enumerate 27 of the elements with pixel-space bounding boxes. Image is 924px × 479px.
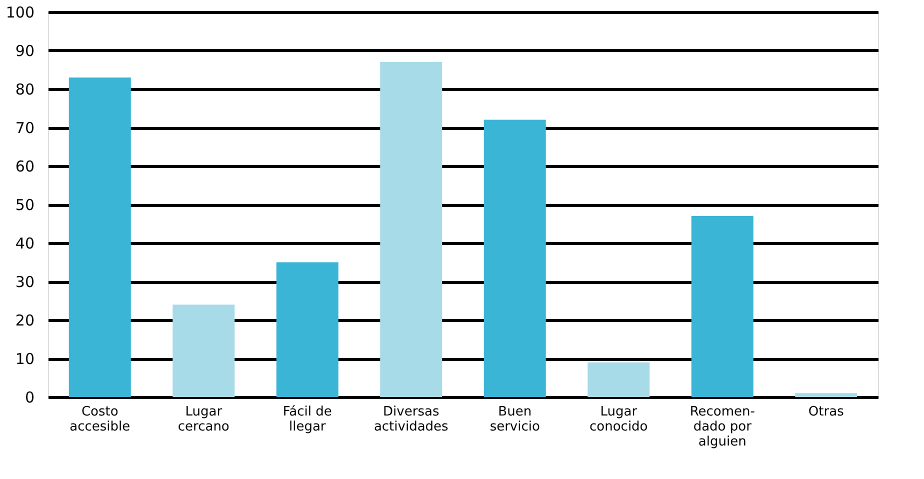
x-tick-label: Otras [808, 404, 844, 420]
y-tick-label: 40 [15, 234, 34, 252]
bar [380, 62, 442, 397]
y-tick-label: 0 [24, 388, 34, 406]
x-tick-label: Diversas actividades [374, 404, 449, 434]
x-tick-label: Costo accesible [70, 404, 130, 434]
y-tick-label: 50 [15, 196, 34, 214]
y-tick-label: 90 [15, 42, 34, 60]
y-tick-label: 100 [6, 4, 34, 22]
x-tick-label: Buen servicio [490, 404, 540, 434]
y-tick-label: 80 [15, 80, 34, 98]
bar [795, 393, 858, 397]
y-tick-label: 10 [15, 350, 34, 368]
y-tick-label: 20 [15, 312, 34, 330]
x-tick-label: Lugar conocido [589, 404, 648, 434]
x-tick-label: Recomen- dado por alguien [690, 404, 756, 450]
bar [68, 77, 131, 397]
y-tick-label: 60 [15, 158, 34, 176]
x-tick-label: Lugar cercano [178, 404, 230, 434]
bar [172, 304, 235, 397]
bar [588, 362, 650, 397]
y-tick-label: 30 [15, 273, 34, 291]
y-tick-label: 70 [15, 119, 34, 137]
bar [484, 120, 546, 397]
bar [276, 262, 338, 397]
bar [691, 216, 754, 397]
x-tick-label: Fácil de llegar [282, 404, 332, 434]
